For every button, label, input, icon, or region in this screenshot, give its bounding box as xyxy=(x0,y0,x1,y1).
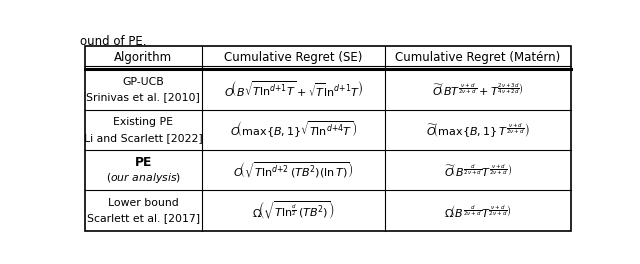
Text: Cumulative Regret (SE): Cumulative Regret (SE) xyxy=(224,51,362,64)
Text: ound of PE.: ound of PE. xyxy=(80,35,147,48)
Text: GP-UCB: GP-UCB xyxy=(122,77,164,87)
Text: Scarlett et al. [2017]: Scarlett et al. [2017] xyxy=(86,213,200,223)
Text: Srinivas et al. [2010]: Srinivas et al. [2010] xyxy=(86,92,200,102)
Text: $\Omega\!\left(\sqrt{T\ln^{\frac{d}{2}}(TB^2)}\right)$: $\Omega\!\left(\sqrt{T\ln^{\frac{d}{2}}(… xyxy=(252,200,335,221)
Text: $\Omega\!\left(B^{\frac{d}{2\nu+d}}T^{\frac{\nu+d}{2\nu+d}}\right)$: $\Omega\!\left(B^{\frac{d}{2\nu+d}}T^{\f… xyxy=(444,203,512,219)
Text: Existing PE: Existing PE xyxy=(113,117,173,127)
Text: $\widetilde{O}\!\left(BT^{\frac{\nu+d}{2\nu+d}} + T^{\frac{2\nu+3d}{4\nu+2d}}\ri: $\widetilde{O}\!\left(BT^{\frac{\nu+d}{2… xyxy=(432,82,524,97)
Text: $O\!\left(\max\{B,1\}\sqrt{T\ln^{d+4}\!T}\right)$: $O\!\left(\max\{B,1\}\sqrt{T\ln^{d+4}\!T… xyxy=(230,120,357,140)
Text: $\mathit{(our\ analysis)}$: $\mathit{(our\ analysis)}$ xyxy=(106,171,180,185)
Text: Li and Scarlett [2022]: Li and Scarlett [2022] xyxy=(84,133,203,143)
Text: $\widetilde{O}\!\left(\max\{B,1\}\,T^{\frac{\nu+d}{2\nu+d}}\right)$: $\widetilde{O}\!\left(\max\{B,1\}\,T^{\f… xyxy=(426,121,530,139)
Text: $O\!\left(\sqrt{T\ln^{d+2}(TB^2)(\ln T)}\right)$: $O\!\left(\sqrt{T\ln^{d+2}(TB^2)(\ln T)}… xyxy=(233,161,354,180)
Text: Cumulative Regret (Matérn): Cumulative Regret (Matérn) xyxy=(396,51,561,64)
Text: $O\!\left(B\sqrt{T\ln^{d+1}\!T} + \sqrt{T}\ln^{d+1}\!T\right)$: $O\!\left(B\sqrt{T\ln^{d+1}\!T} + \sqrt{… xyxy=(223,80,363,99)
Text: Algorithm: Algorithm xyxy=(114,51,172,64)
Text: $\widetilde{O}\!\left(B^{\frac{d}{2\nu+d}}T^{\frac{\nu+d}{2\nu+d}}\right)$: $\widetilde{O}\!\left(B^{\frac{d}{2\nu+d… xyxy=(444,162,512,178)
Text: $\mathbf{PE}$: $\mathbf{PE}$ xyxy=(134,156,152,169)
Text: Lower bound: Lower bound xyxy=(108,198,179,208)
